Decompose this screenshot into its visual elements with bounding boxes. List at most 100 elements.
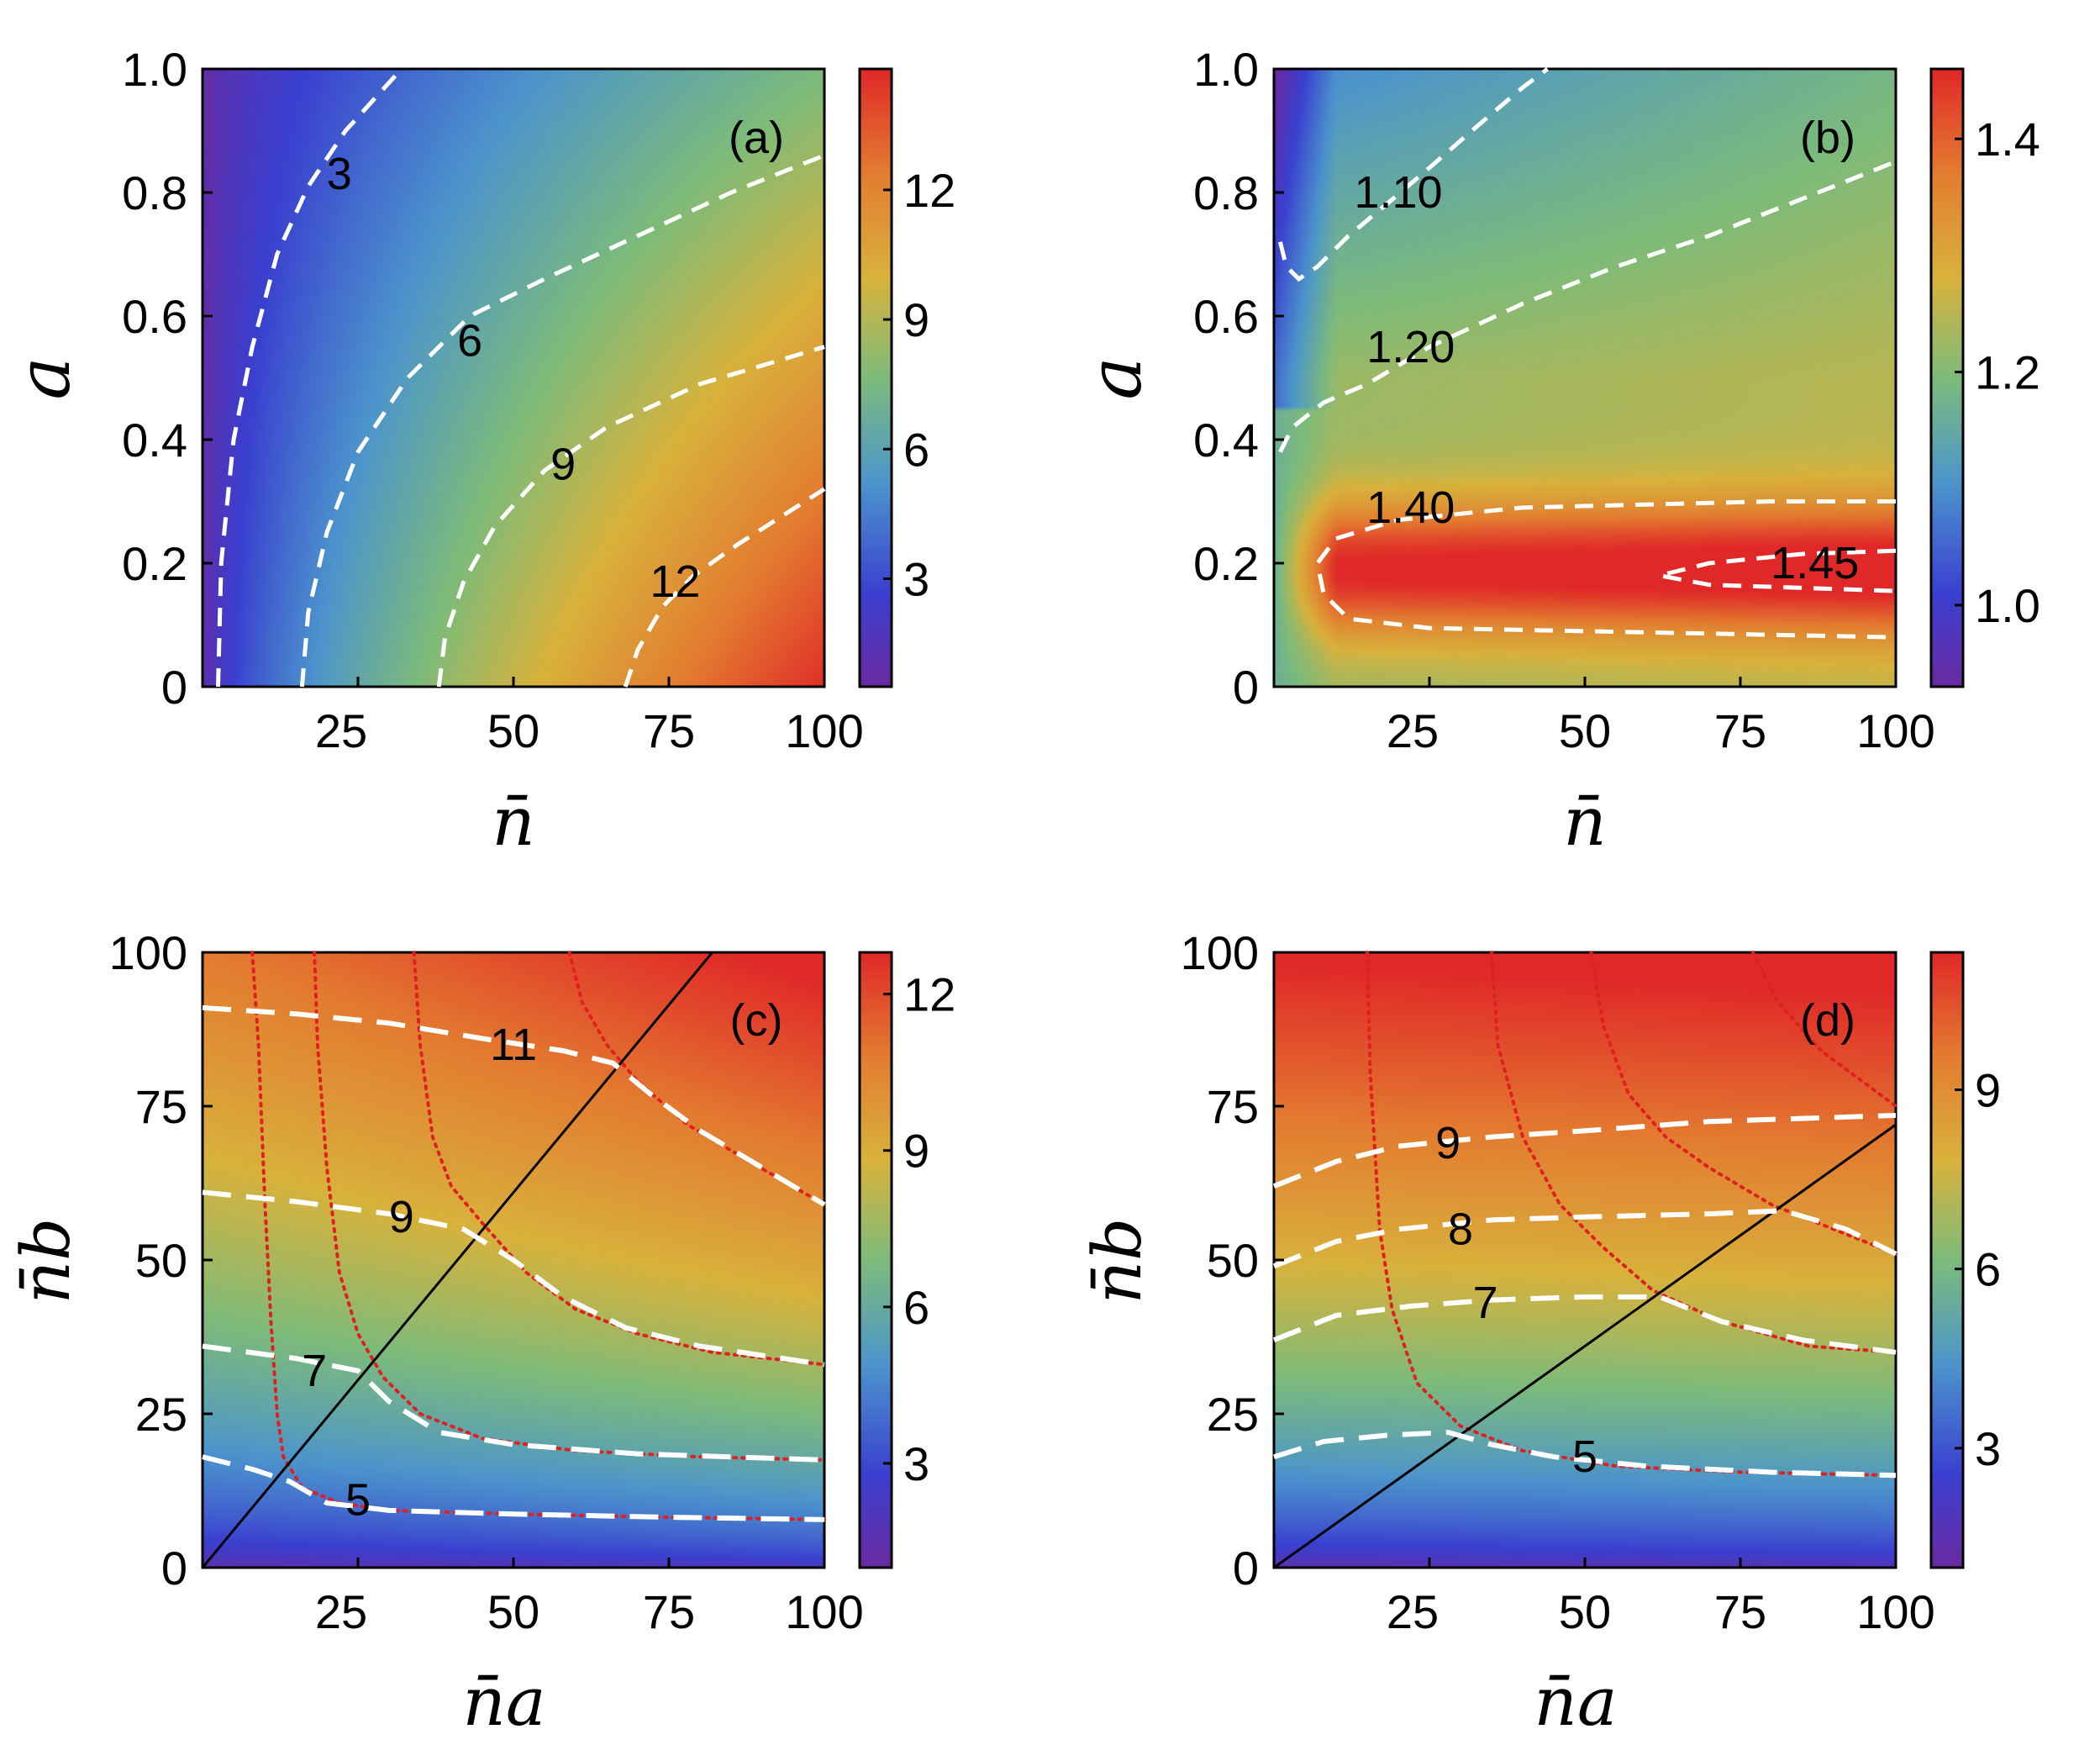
contour-label-d-2: 7 <box>1473 1278 1498 1328</box>
y-tick-b-0.8: 0.8 <box>1193 166 1259 219</box>
colorbar-c <box>858 951 893 1569</box>
y-tick-a-0.4: 0.4 <box>122 414 187 467</box>
contour-d-0 <box>1272 1113 1897 1189</box>
red-dotted-curve-c-0 <box>250 951 826 1521</box>
contours-c: 11 9 7 5 <box>201 951 826 1569</box>
colorbar-b <box>1929 67 1965 688</box>
contour-b-1 <box>1278 159 1897 453</box>
y-tick-d-100: 100 <box>1181 926 1259 979</box>
x-tick-a-25: 25 <box>315 704 367 757</box>
colorbar-tick-d-2: 9 <box>1975 1063 2001 1116</box>
contour-d-3 <box>1273 1429 1897 1479</box>
x-axis-label-d: n̄a <box>1534 1663 1617 1741</box>
colorbar-tick-a-3: 12 <box>903 164 955 217</box>
y-tick-c-100: 100 <box>109 926 187 979</box>
colorbar-tick-c-0: 3 <box>903 1437 929 1490</box>
contour-b-3 <box>1659 548 1897 593</box>
colorbar-tick-a-0: 3 <box>903 553 929 606</box>
contour-label-a-3: 12 <box>650 556 700 607</box>
colorbar-ticks-d: 3 6 9 <box>1955 1063 2001 1475</box>
y-tick-d-25: 25 <box>1207 1388 1259 1441</box>
panel-a: 3 6 9 12 (a) 25 50 75 100 0 0.2 0.4 0.6 0.8… <box>3 43 955 861</box>
y-tick-d-0: 0 <box>1233 1542 1259 1595</box>
x-tick-d-50: 50 <box>1559 1585 1611 1638</box>
colorbar-ticks-a: 3 6 9 12 <box>883 164 955 606</box>
contour-label-a-2: 9 <box>550 439 576 489</box>
y-tick-a-0: 0 <box>161 661 187 714</box>
colorbar-tick-d-1: 6 <box>1975 1243 2001 1296</box>
colorbar-ticks-b: 1.0 1.2 1.4 <box>1955 113 2040 632</box>
contour-c-0 <box>202 1004 826 1207</box>
y-tick-c-50: 50 <box>135 1234 187 1287</box>
y-axis-label-d: n̄b <box>1078 1218 1156 1305</box>
contour-a-1 <box>299 153 825 688</box>
y-tick-a-0.6: 0.6 <box>122 290 187 343</box>
colorbar-tick-a-1: 6 <box>903 423 929 476</box>
colorbar-tick-b-0: 1.0 <box>1975 579 2040 632</box>
y-axis-label-b: a <box>1074 356 1158 399</box>
contour-label-a-0: 3 <box>327 149 352 199</box>
x-tick-b-25: 25 <box>1387 704 1439 757</box>
red-dotted-curve-d-2 <box>1589 951 1897 1256</box>
y-axis-label-c-text: n̄b <box>7 1218 85 1305</box>
colorbar-tick-d-0: 3 <box>1975 1422 2001 1475</box>
panel-label-d: (d) <box>1800 995 1855 1046</box>
ticks-d: 25 50 75 100 0 25 50 75 100 <box>1181 926 1935 1638</box>
heatmap-a <box>203 69 824 687</box>
y-tick-a-1.0: 1.0 <box>122 43 187 96</box>
ticks-b: 25 50 75 100 0 0.2 0.4 0.6 0.8 1.0 <box>1193 43 1935 757</box>
x-tick-c-25: 25 <box>315 1585 367 1638</box>
contour-a-2 <box>436 345 825 688</box>
contour-label-d-1: 8 <box>1448 1204 1473 1254</box>
contour-label-b-1: 1.20 <box>1366 322 1455 372</box>
contour-label-a-1: 6 <box>457 315 482 366</box>
heatmap-d <box>1274 952 1896 1568</box>
colorbar-tick-a-2: 9 <box>903 293 929 346</box>
y-axis-label-d-text: n̄b <box>1078 1218 1156 1305</box>
y-tick-c-25: 25 <box>135 1388 187 1441</box>
x-tick-b-100: 100 <box>1856 704 1934 757</box>
y-tick-a-0.2: 0.2 <box>122 537 187 590</box>
colorbar-tick-c-2: 9 <box>903 1125 929 1178</box>
colorbar-tick-c-1: 6 <box>903 1281 929 1334</box>
contour-a-3 <box>623 487 826 688</box>
x-axis-label-c: n̄a <box>462 1663 545 1741</box>
ticks-c: 25 50 75 100 0 25 50 75 100 <box>109 926 864 1638</box>
x-tick-a-75: 75 <box>643 704 695 757</box>
contour-d-2 <box>1272 1294 1897 1355</box>
x-tick-b-75: 75 <box>1714 704 1766 757</box>
y-tick-b-0.2: 0.2 <box>1193 537 1259 590</box>
ticks-a: 25 50 75 100 0 0.2 0.4 0.6 0.8 1.0 <box>122 43 864 757</box>
red-dotted-curve-d-3 <box>1750 951 1897 1108</box>
colorbar-tick-b-2: 1.4 <box>1975 113 2040 166</box>
panel-b: 1.101.201.401.45 (b) 25 50 75 100 0 0.2 … <box>1074 43 2040 861</box>
y-axis-label-c: n̄b <box>7 1218 85 1305</box>
x-tick-c-75: 75 <box>643 1585 695 1638</box>
colorbar-a <box>858 67 893 688</box>
x-axis-label-c-text: n̄a <box>462 1663 545 1741</box>
colorbar-tick-c-3: 12 <box>903 968 955 1021</box>
y-tick-b-0.6: 0.6 <box>1193 290 1259 343</box>
contour-b-2 <box>1315 499 1897 640</box>
y-tick-d-75: 75 <box>1207 1080 1259 1133</box>
x-tick-a-50: 50 <box>487 704 539 757</box>
x-tick-a-100: 100 <box>785 704 863 757</box>
y-tick-b-0: 0 <box>1233 661 1259 714</box>
contour-b-0 <box>1277 66 1550 282</box>
y-tick-c-0: 0 <box>161 1542 187 1595</box>
contour-label-b-3: 1.45 <box>1771 538 1859 588</box>
colorbar-tick-b-1: 1.2 <box>1975 346 2040 399</box>
colorbar-d <box>1929 951 1965 1569</box>
contours-b: 1.10 1.20 1.40 1.45 <box>1274 66 1897 688</box>
y-tick-b-1.0: 1.0 <box>1193 43 1259 96</box>
y-tick-c-75: 75 <box>135 1080 187 1133</box>
contour-d-1 <box>1272 1208 1897 1269</box>
contour-label-d-3: 5 <box>1572 1431 1597 1482</box>
x-tick-b-50: 50 <box>1559 704 1611 757</box>
contour-label-b-2: 1.40 <box>1366 482 1455 533</box>
contour-label-b-0: 1.10 <box>1354 167 1442 218</box>
x-tick-c-50: 50 <box>487 1585 539 1638</box>
